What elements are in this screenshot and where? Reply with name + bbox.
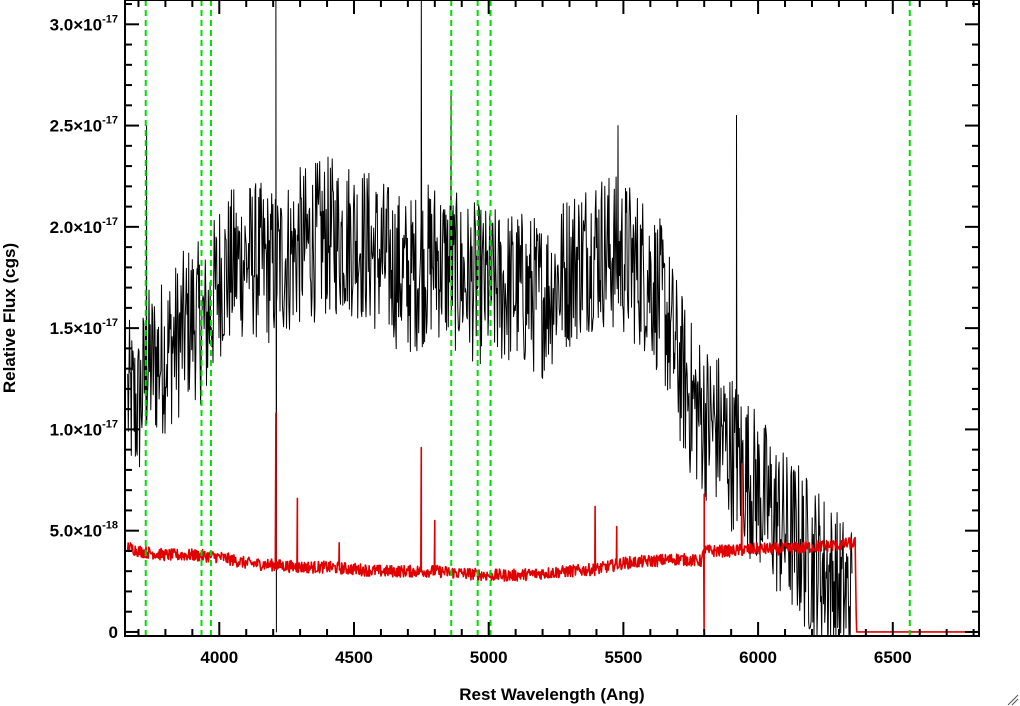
axis-ticks (125, 0, 979, 636)
x-tick-label: 4500 (335, 648, 373, 667)
x-tick-label: 5000 (470, 648, 508, 667)
y-axis-title: Relative Flux (cgs) (0, 243, 19, 393)
y-tick-label: 2.5×10-17 (50, 115, 118, 136)
plot-area (126, 0, 980, 637)
x-tick-label: 6500 (874, 648, 912, 667)
plot-frame (124, 0, 980, 637)
model-series-line (126, 412, 980, 633)
y-tick-label: 2.0×10-17 (50, 216, 118, 237)
y-tick-label: 5.0×10-18 (50, 520, 118, 541)
x-tick-label: 6000 (739, 648, 777, 667)
y-tick-label: 3.0×10-17 (50, 13, 118, 34)
y-tick-label: 1.0×10-17 (50, 418, 118, 439)
x-tick-label: 5500 (604, 648, 642, 667)
y-tick-label: 0 (109, 623, 118, 642)
resize-grip-icon[interactable] (1007, 694, 1019, 706)
x-axis-title: Rest Wavelength (Ang) (459, 685, 644, 704)
y-tick-label: 1.5×10-17 (50, 317, 118, 338)
spectrum-series-line (127, 0, 853, 637)
tick-labels: 4000 4500 5000 5500 6000 6500 0 5.0×10-18 1.0×10… (50, 13, 912, 667)
x-tick-label: 4000 (200, 648, 238, 667)
